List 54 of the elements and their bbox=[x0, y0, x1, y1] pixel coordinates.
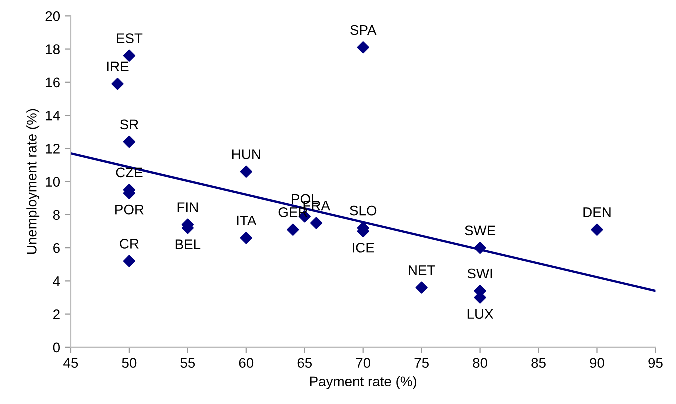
annotation: BEL bbox=[176, 240, 201, 250]
x-tick-label: 90 bbox=[590, 358, 604, 368]
x-tick-label: 80 bbox=[473, 358, 488, 368]
point bbox=[240, 232, 252, 244]
annotation: ICE bbox=[353, 242, 374, 253]
point bbox=[591, 224, 604, 236]
y-tick-label: 16 bbox=[46, 78, 60, 88]
annotation: SR bbox=[120, 120, 138, 130]
point bbox=[287, 224, 300, 236]
annotation: CZE bbox=[116, 168, 143, 178]
y-tick-label: 10 bbox=[46, 177, 60, 187]
annotation: SLO bbox=[350, 206, 377, 216]
y-tick-label: 6 bbox=[54, 243, 60, 254]
point bbox=[123, 136, 136, 148]
x-tick-label: 95 bbox=[648, 358, 663, 368]
annotation: DEN bbox=[584, 208, 611, 218]
annotation: SPA bbox=[350, 25, 377, 36]
annotation: FIN bbox=[178, 202, 198, 212]
y-tick-label: 20 bbox=[46, 11, 60, 22]
annotation: IRE bbox=[107, 62, 129, 72]
x-tick-label: 70 bbox=[356, 358, 371, 368]
y-tick-label: 0 bbox=[53, 342, 60, 353]
y-tick-label: 14 bbox=[46, 111, 60, 121]
annotation: POR bbox=[116, 204, 144, 215]
y-tick-label: 2 bbox=[54, 310, 60, 320]
y-tick-label: 18 bbox=[46, 44, 60, 54]
annotation: SWI bbox=[468, 268, 492, 279]
y-tick-label: 8 bbox=[53, 210, 60, 220]
x-tick-label: 50 bbox=[122, 358, 137, 368]
x-tick-label: 85 bbox=[532, 358, 546, 368]
point bbox=[357, 42, 370, 54]
x-tick-label: 75 bbox=[414, 358, 429, 368]
point bbox=[416, 282, 428, 294]
x-tick-label: 55 bbox=[180, 358, 196, 368]
point bbox=[123, 255, 136, 268]
annotation: HUN bbox=[232, 150, 260, 160]
y-tick-label: 4 bbox=[53, 276, 60, 286]
point bbox=[240, 166, 252, 178]
point bbox=[112, 78, 124, 90]
annotation: CR bbox=[120, 239, 139, 249]
x-tick-label: 45 bbox=[64, 358, 78, 368]
x-axis-title: Payment rate (%) bbox=[310, 376, 417, 390]
annotation: NET bbox=[409, 266, 436, 276]
annotation: SWE bbox=[465, 226, 496, 236]
annotation: ITA bbox=[237, 216, 257, 226]
annotation: EST bbox=[117, 34, 143, 44]
y-tick-label: 12 bbox=[46, 144, 60, 154]
point bbox=[310, 217, 323, 230]
y-axis-title: Unemployment rate (%) bbox=[26, 109, 40, 254]
annotation: LUX bbox=[468, 309, 494, 320]
x-tick-label: 65 bbox=[298, 358, 312, 368]
point bbox=[474, 242, 486, 254]
x-tick-label: 60 bbox=[239, 358, 254, 368]
point bbox=[123, 50, 136, 62]
